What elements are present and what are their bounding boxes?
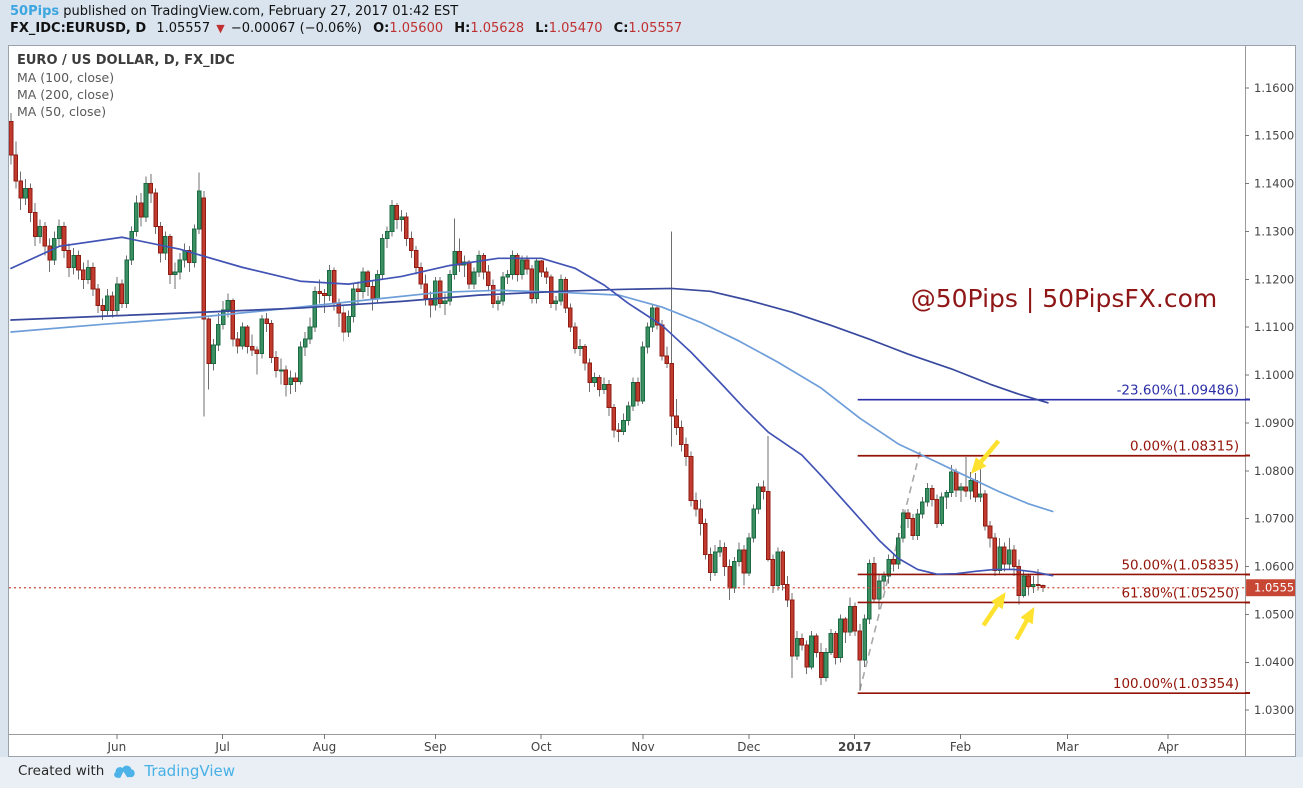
open-value: 1.05600	[389, 21, 444, 36]
svg-text:Nov: Nov	[631, 740, 654, 754]
author-name[interactable]: 50Pips	[10, 4, 60, 19]
tradingview-logo-icon[interactable]	[112, 761, 136, 781]
svg-text:61.80%(1.05250): 61.80%(1.05250)	[1121, 585, 1239, 601]
svg-text:Mar: Mar	[1056, 740, 1079, 754]
svg-text:-23.60%(1.09486): -23.60%(1.09486)	[1117, 383, 1240, 399]
svg-text:Jun: Jun	[106, 740, 126, 754]
svg-text:1.06000: 1.06000	[1254, 560, 1295, 574]
svg-text:Sep: Sep	[424, 740, 447, 754]
footer-bar: Created with TradingView	[0, 757, 1303, 788]
svg-text:Dec: Dec	[737, 740, 760, 754]
svg-text:1.14000: 1.14000	[1254, 177, 1295, 191]
down-arrow-icon: ▼	[216, 22, 225, 35]
svg-text:Jul: Jul	[214, 740, 229, 754]
svg-text:1.04000: 1.04000	[1254, 655, 1295, 669]
svg-text:1.08000: 1.08000	[1254, 464, 1295, 478]
high-label: H:	[454, 21, 471, 36]
svg-text:Oct: Oct	[531, 740, 552, 754]
low-label: L:	[535, 21, 549, 36]
svg-text:1.13000: 1.13000	[1254, 224, 1295, 238]
svg-text:Aug: Aug	[313, 740, 336, 754]
last-price: 1.05557	[156, 21, 211, 36]
svg-text:1.09000: 1.09000	[1254, 416, 1295, 430]
svg-text:100.00%(1.03354): 100.00%(1.03354)	[1113, 676, 1239, 692]
close-label: C:	[613, 21, 629, 36]
svg-text:2017: 2017	[838, 740, 871, 754]
low-value: 1.05470	[548, 21, 603, 36]
svg-text:0.00%(1.08315): 0.00%(1.08315)	[1130, 439, 1239, 455]
svg-text:1.10000: 1.10000	[1254, 368, 1295, 382]
created-with-text: Created with	[18, 763, 105, 779]
svg-text:1.12000: 1.12000	[1254, 272, 1295, 286]
svg-text:1.07000: 1.07000	[1254, 512, 1295, 526]
svg-text:50.00%(1.05835): 50.00%(1.05835)	[1121, 557, 1239, 573]
svg-text:1.05000: 1.05000	[1254, 607, 1295, 621]
svg-text:1.15000: 1.15000	[1254, 129, 1295, 143]
svg-text:Feb: Feb	[950, 740, 971, 754]
svg-text:1.05557: 1.05557	[1254, 581, 1295, 595]
symbol-name[interactable]: FX_IDC:EURUSD, D	[10, 21, 147, 36]
tradingview-brand-text[interactable]: TradingView	[144, 762, 235, 780]
svg-text:1.16000: 1.16000	[1254, 81, 1295, 95]
chart-container[interactable]: -23.60%(1.09486) 0.00%(1.08315) 50.00%(1.0…	[8, 45, 1296, 757]
svg-text:1.03000: 1.03000	[1254, 703, 1295, 717]
published-text: published on TradingView.com, February 2…	[59, 4, 459, 19]
svg-text:Apr: Apr	[1158, 740, 1179, 754]
high-value: 1.05628	[470, 21, 525, 36]
price-change: −0.00067 (−0.06%)	[230, 21, 362, 36]
open-label: O:	[373, 21, 390, 36]
quote-bar: FX_IDC:EURUSD, D 1.05557 ▼ −0.00067 (−0.…	[10, 21, 682, 36]
close-value: 1.05557	[628, 21, 683, 36]
candlestick-chart[interactable]: -23.60%(1.09486) 0.00%(1.08315) 50.00%(1.0…	[9, 46, 1295, 756]
svg-text:1.11000: 1.11000	[1254, 320, 1295, 334]
attribution-bar: 50Pips published on TradingView.com, Feb…	[10, 4, 458, 19]
